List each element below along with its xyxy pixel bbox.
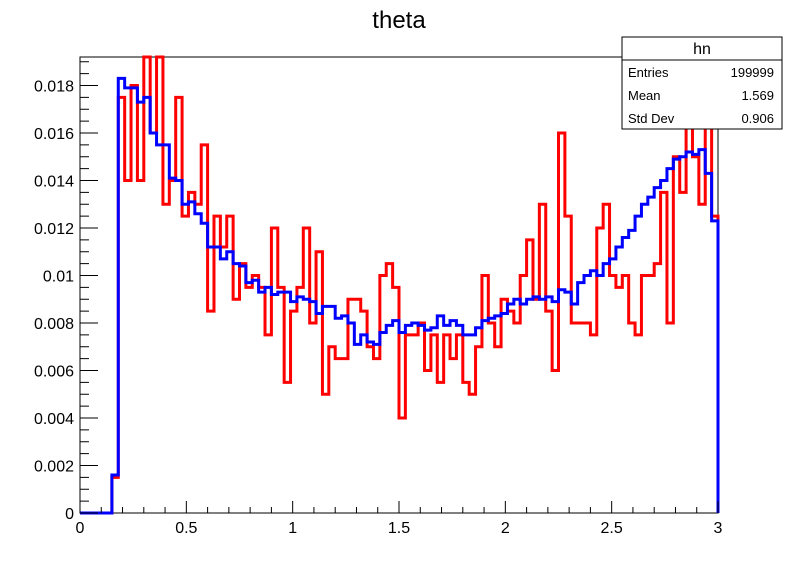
blue-histogram-series — [80, 76, 720, 515]
x-tick-label: 0 — [76, 520, 85, 537]
y-axis: 0 0.002 0.004 0.006 0.008 0.01 0.012 0.014 0.016… — [34, 61, 98, 523]
y-tick-label: 0.008 — [34, 316, 74, 333]
stats-entries-value: 199999 — [731, 65, 774, 80]
stats-mean-label: Mean — [628, 88, 661, 103]
stats-box: hn Entries 199999 Mean 1.569 Std Dev 0.9… — [621, 36, 783, 130]
y-tick-label: 0.018 — [34, 79, 74, 96]
y-tick-label: 0.014 — [34, 174, 74, 191]
blue-series-line — [80, 76, 720, 515]
y-tick-label: 0.01 — [43, 269, 74, 286]
x-tick-label: 2.5 — [601, 520, 623, 537]
stats-stddev-label: Std Dev — [628, 111, 675, 126]
x-tick-label: 0.5 — [175, 520, 197, 537]
stats-box-name: hn — [693, 41, 711, 58]
y-tick-label: 0.016 — [34, 126, 74, 143]
x-tick-label: 1.5 — [388, 520, 410, 537]
x-tick-label: 3 — [714, 520, 723, 537]
stats-mean-value: 1.569 — [741, 88, 774, 103]
red-series-line — [80, 55, 720, 515]
red-histogram-series — [80, 55, 720, 515]
y-tick-label: 0 — [65, 506, 74, 523]
x-axis: 0 0.5 1 1.5 2 2.5 3 — [76, 501, 723, 537]
y-tick-label: 0.002 — [34, 459, 74, 476]
x-tick-label: 2 — [501, 520, 510, 537]
y-tick-label: 0.012 — [34, 221, 74, 238]
stats-box-frame — [621, 36, 783, 130]
y-tick-label: 0.004 — [34, 411, 74, 428]
stats-entries-label: Entries — [628, 65, 669, 80]
y-tick-label: 0.006 — [34, 364, 74, 381]
x-tick-label: 1 — [288, 520, 297, 537]
stats-stddev-value: 0.906 — [741, 111, 774, 126]
chart-title: theta — [372, 7, 426, 34]
